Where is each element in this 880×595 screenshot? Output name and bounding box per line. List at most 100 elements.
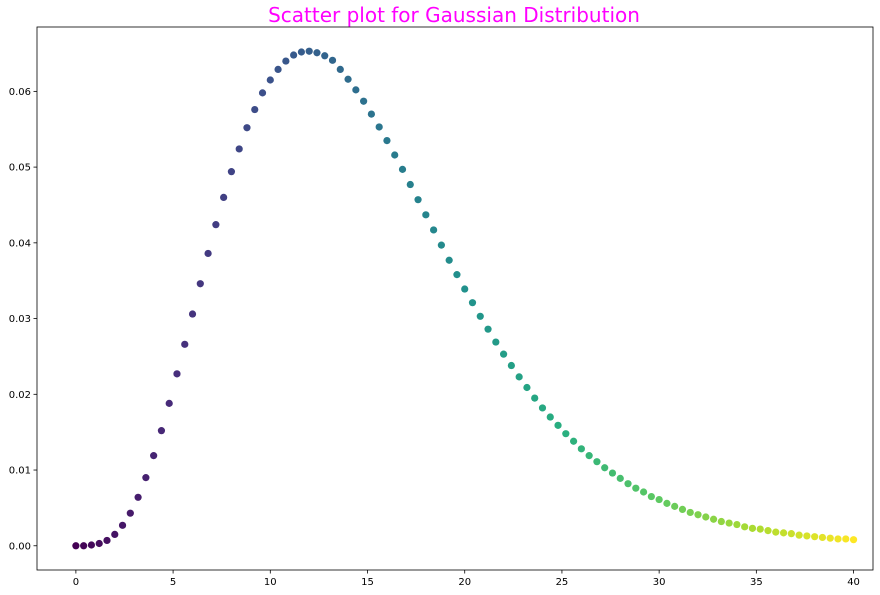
- data-point: [764, 527, 772, 535]
- data-point: [468, 299, 477, 307]
- data-point: [554, 421, 562, 429]
- data-point: [344, 75, 352, 83]
- data-point: [165, 399, 173, 407]
- data-point: [834, 535, 842, 543]
- data-point: [204, 249, 212, 258]
- data-point: [570, 437, 578, 445]
- data-point: [484, 325, 492, 333]
- data-point: [601, 464, 609, 472]
- data-point: [476, 312, 484, 320]
- x-tick-label: 35: [750, 577, 763, 588]
- data-point: [430, 226, 438, 234]
- plot-area-frame: [36, 26, 874, 571]
- x-tick-label: 15: [361, 577, 374, 588]
- data-point: [274, 65, 282, 74]
- data-point: [795, 531, 803, 539]
- x-tick-label: 5: [170, 577, 176, 588]
- data-point: [398, 165, 407, 173]
- data-point: [80, 542, 88, 550]
- y-tick-label: 0.04: [9, 238, 31, 249]
- data-point: [538, 404, 547, 412]
- y-tick-label: 0.05: [9, 163, 31, 174]
- data-point: [282, 57, 290, 65]
- data-point: [725, 519, 733, 527]
- data-point: [243, 124, 251, 132]
- x-tick-label: 40: [847, 577, 860, 588]
- data-point: [803, 532, 811, 540]
- data-point: [811, 533, 819, 541]
- data-point: [305, 47, 313, 55]
- data-point: [367, 110, 375, 118]
- x-tick-label: 30: [653, 577, 666, 588]
- data-point: [709, 515, 718, 523]
- x-tick-label: 10: [264, 577, 277, 588]
- data-point: [702, 513, 710, 521]
- data-point: [624, 480, 632, 488]
- data-point: [671, 502, 679, 510]
- data-point: [492, 338, 500, 346]
- data-point: [678, 505, 687, 514]
- data-point: [647, 492, 655, 501]
- data-point: [142, 474, 150, 482]
- data-point: [212, 221, 220, 229]
- data-point: [523, 383, 531, 392]
- data-point: [290, 51, 298, 59]
- points-layer: [72, 47, 858, 550]
- data-point: [111, 530, 119, 539]
- data-point: [72, 542, 80, 550]
- data-point: [266, 76, 274, 84]
- data-point: [531, 394, 539, 402]
- data-point: [461, 285, 469, 293]
- x-tick-label: 25: [556, 577, 569, 588]
- data-point: [779, 529, 788, 537]
- y-tick-label: 0.06: [9, 87, 31, 98]
- y-tick-label: 0.03: [9, 314, 31, 325]
- data-point: [103, 536, 111, 545]
- data-point: [577, 445, 585, 453]
- data-point: [686, 508, 694, 517]
- data-point: [694, 511, 702, 519]
- data-point: [756, 525, 764, 533]
- data-point: [741, 523, 749, 531]
- data-point: [173, 370, 181, 378]
- data-point: [328, 56, 337, 64]
- data-point: [150, 452, 158, 460]
- y-tick-label: 0.00: [9, 541, 31, 552]
- y-tick-label: 0.01: [9, 466, 31, 477]
- data-point: [515, 373, 523, 381]
- data-point: [297, 48, 306, 56]
- data-point: [391, 151, 399, 159]
- data-point: [188, 310, 197, 318]
- data-point: [445, 256, 453, 264]
- data-point: [321, 52, 329, 60]
- data-point: [842, 535, 850, 543]
- data-point: [336, 65, 344, 74]
- data-point: [748, 524, 757, 532]
- data-point: [655, 495, 663, 504]
- data-point: [134, 493, 142, 501]
- data-point: [422, 211, 430, 219]
- data-point: [181, 340, 189, 348]
- data-point: [733, 520, 741, 529]
- data-point: [360, 97, 368, 105]
- x-tick-label: 0: [73, 577, 79, 588]
- data-point: [235, 145, 243, 153]
- data-point: [220, 193, 228, 201]
- data-point: [632, 484, 640, 492]
- y-tick-label: 0.02: [9, 390, 31, 401]
- data-point: [818, 533, 827, 542]
- data-point: [118, 521, 127, 529]
- data-point: [227, 168, 236, 176]
- data-point: [196, 280, 204, 288]
- data-point: [251, 105, 259, 114]
- data-point: [717, 517, 725, 526]
- data-point: [95, 539, 103, 548]
- data-point: [826, 534, 834, 542]
- data-point: [126, 509, 134, 517]
- data-point: [585, 452, 593, 460]
- y-axis-ticks: 0.00 0.01 0.02 0.03 0.04 0.05 0.06: [9, 87, 37, 552]
- data-point: [453, 271, 461, 279]
- data-point: [562, 430, 570, 438]
